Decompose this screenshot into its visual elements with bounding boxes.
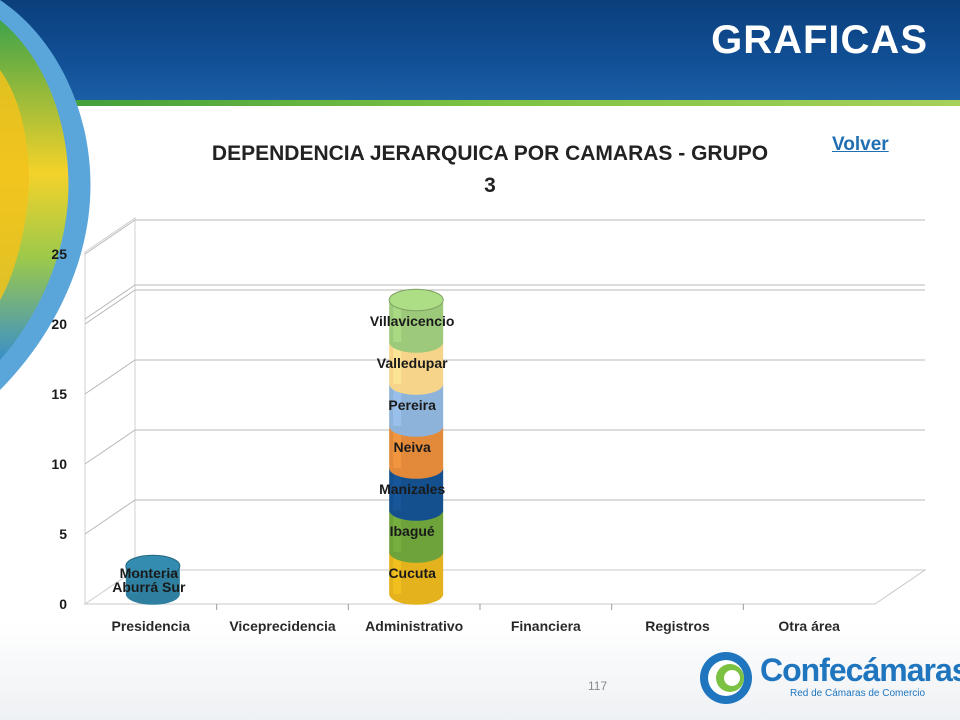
logo-mark-icon	[700, 652, 752, 704]
data-label: Valledupar	[377, 355, 448, 371]
data-label: Monteria	[120, 565, 179, 581]
data-label: Ibagué	[390, 523, 435, 539]
bar-top-cap	[388, 288, 444, 312]
gridline	[84, 289, 925, 325]
bar-segment-highlight	[393, 510, 402, 552]
data-label: Pereira	[388, 397, 436, 413]
y-tick-label: 10	[51, 456, 67, 472]
gridline	[84, 429, 925, 465]
bar-segment-highlight	[393, 300, 402, 342]
bar-segment	[389, 552, 444, 605]
swirl-decoration	[0, 0, 91, 390]
header-stripe	[0, 100, 960, 106]
gridline	[84, 499, 925, 535]
footer-background	[0, 620, 960, 720]
slide-title: GRAFICAS	[711, 18, 928, 62]
chart-title: DEPENDENCIA JERARQUICA POR CAMARAS - GRU…	[211, 142, 769, 197]
data-label: Villavicencio	[370, 313, 455, 329]
bar-segment	[389, 510, 444, 563]
brand-name-part2: cámaras	[845, 652, 960, 688]
bar-segment	[389, 468, 444, 521]
data-label: Manizales	[379, 481, 445, 497]
y-tick-label: 5	[59, 526, 67, 542]
volver-link[interactable]: Volver	[832, 134, 889, 155]
bar-segment	[389, 426, 444, 479]
confecamaras-logo: Confecámaras Red de Cámaras de Comercio	[698, 650, 960, 706]
y-tick-label: 15	[51, 386, 67, 402]
gridline	[84, 359, 925, 395]
bar-segment-highlight	[393, 342, 402, 384]
bar-segment-highlight	[393, 552, 402, 594]
bar-segment	[389, 342, 444, 395]
data-label: Neiva	[393, 439, 431, 455]
gridline	[84, 219, 925, 255]
bar-segment	[389, 300, 444, 353]
bar-segment-highlight	[393, 384, 402, 426]
chart-side-wall	[84, 217, 136, 605]
bar-segment-highlight	[393, 426, 402, 468]
data-label: Cucuta	[388, 565, 436, 581]
brand-tagline: Red de Cámaras de Comercio	[790, 688, 926, 699]
bar-top-cap	[125, 554, 181, 578]
gridline	[84, 284, 925, 320]
page-number: 117	[588, 679, 608, 693]
y-tick-label: 20	[51, 316, 67, 332]
y-tick-label: 0	[59, 596, 67, 612]
bar-segment-highlight	[393, 468, 402, 510]
brand-name: Confecámaras	[760, 652, 960, 689]
brand-name-part1: Confe	[760, 652, 847, 688]
slide-header	[0, 0, 960, 100]
y-tick-label: 25	[51, 246, 67, 262]
chart-floor	[83, 569, 927, 605]
data-label: Aburrá Sur	[112, 579, 186, 595]
bar-segment	[389, 384, 444, 437]
